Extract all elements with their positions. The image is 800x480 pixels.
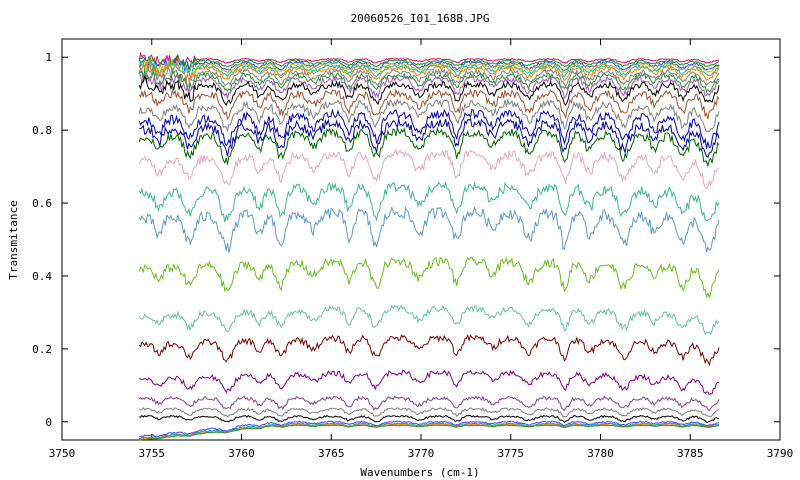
- x-tick-label: 3775: [498, 447, 525, 460]
- chart-title: 20060526_I01_168B.JPG: [350, 12, 489, 25]
- plot-frame: [61, 38, 781, 441]
- x-tick-label: 3790: [767, 447, 794, 460]
- y-tick-label: 0.2: [32, 343, 52, 356]
- spectrum-series-line: [138, 205, 720, 253]
- spectrum-series-line: [138, 51, 719, 66]
- spectrum-series-line: [138, 369, 720, 396]
- spectrum-series-line: [139, 422, 720, 440]
- spectrum-series-line: [139, 414, 720, 424]
- spectrum-series-line: [138, 75, 720, 107]
- spectra-series: [138, 51, 720, 441]
- x-tick-label: 3760: [228, 447, 255, 460]
- x-tick-label: 3780: [587, 447, 614, 460]
- x-tick-label: 3785: [677, 447, 704, 460]
- x-tick-label: 3750: [49, 447, 76, 460]
- x-tick-label: 3770: [408, 447, 435, 460]
- spectrum-series-line: [138, 68, 720, 94]
- spectrum-series-line: [138, 108, 720, 149]
- spectrum-series-line: [138, 180, 720, 223]
- spectrum-series-line: [138, 57, 720, 73]
- y-tick-label: 0.8: [32, 124, 52, 137]
- y-tick-label: 0.4: [32, 270, 52, 283]
- spectrum-series-line: [138, 256, 720, 299]
- x-tick-label: 3755: [139, 447, 166, 460]
- spectrum-series-line: [138, 148, 720, 190]
- spectrum-series-line: [138, 97, 720, 133]
- y-axis-label: Transmitance: [7, 200, 20, 279]
- spectrum-series-line: [138, 333, 720, 367]
- x-axis-label: Wavenumbers (cm-1): [360, 466, 479, 479]
- spectrum-series-line: [138, 125, 720, 168]
- spectrum-series-line: [138, 395, 720, 412]
- spectrum-series-line: [138, 423, 720, 440]
- spectrum-series-line: [138, 88, 720, 120]
- spectrum-series-line: [139, 74, 720, 100]
- axis-ticks: 3750 3755 3760 3765 3770 3775 3780 3785 3790 0 0.2…: [32, 39, 793, 460]
- spectrum-series-line: [138, 406, 720, 418]
- spectrum-series-line: [139, 117, 720, 159]
- spectrum-series-line: [139, 424, 720, 441]
- y-tick-label: 0: [45, 416, 52, 429]
- spectrum-series-line: [138, 65, 720, 89]
- spectrum-series-line: [138, 61, 720, 83]
- spectrum-series-line: [139, 420, 720, 438]
- spectrum-series-line: [138, 60, 720, 80]
- spectrum-series-line: [138, 304, 720, 335]
- y-tick-label: 1: [45, 51, 52, 64]
- x-tick-label: 3765: [318, 447, 345, 460]
- spectrum-series-line: [139, 55, 720, 70]
- y-tick-label: 0.6: [32, 197, 52, 210]
